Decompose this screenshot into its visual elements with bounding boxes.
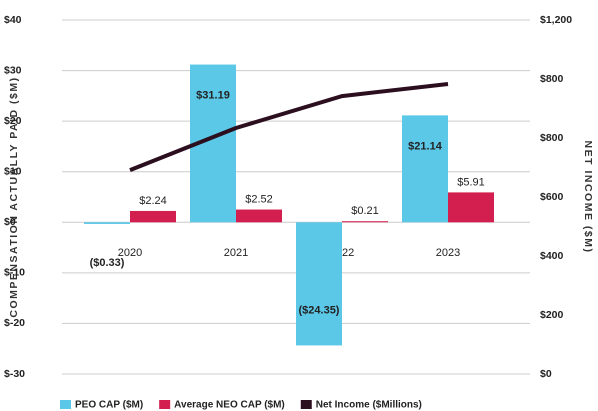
y-tick-label: $20 [4,115,22,127]
y-tick-label: $-30 [4,368,25,380]
legend-label: Net Income ($Millions) [316,400,422,411]
legend-label: PEO CAP ($M) [75,400,143,411]
y2-tick-label: $400 [540,250,564,262]
bar [84,222,130,224]
y-tick-label: $-20 [4,317,25,329]
y2-tick-label: $200 [540,309,564,321]
y-axis-title: COMPENSATION ACTUALLY PAID ($M) [8,76,20,317]
value-label: ($0.33) [90,257,125,269]
value-label: $21.14 [408,140,443,152]
y-tick-label: $-10 [4,267,25,279]
x-tick-label: 2023 [436,247,460,259]
value-label: $0.21 [351,205,379,217]
y-tick-label: $30 [4,64,22,76]
bar [342,221,388,223]
value-label: $5.91 [457,176,485,188]
bar [448,192,494,223]
legend-swatch [159,400,171,409]
value-label: ($24.35) [299,304,340,316]
legend-swatch [60,400,71,409]
value-label: $31.19 [196,89,230,101]
y2-tick-label: $1,200 [540,14,572,26]
bar [296,222,342,346]
x-tick-label: 2020 [118,247,142,259]
legend-label: Average NEO CAP ($M) [174,400,285,411]
y2-axis-title: NET INCOME ($M) [582,141,594,254]
y2-tick-label: $0 [540,368,552,380]
y2-tick-label: $800 [540,132,564,144]
y-tick-label: $10 [4,165,22,177]
legend-swatch [300,400,312,409]
y2-tick-label: $800 [540,73,564,85]
bar [402,115,448,223]
y-tick-label: $40 [4,14,22,26]
value-label: $2.52 [245,193,273,205]
value-label: $2.24 [139,195,167,207]
bar [236,209,282,223]
bar [130,210,176,223]
line [129,82,449,173]
y-tick-label: $0 [4,216,16,228]
y2-tick-label: $600 [540,191,564,203]
x-tick-label: 2021 [224,247,248,259]
